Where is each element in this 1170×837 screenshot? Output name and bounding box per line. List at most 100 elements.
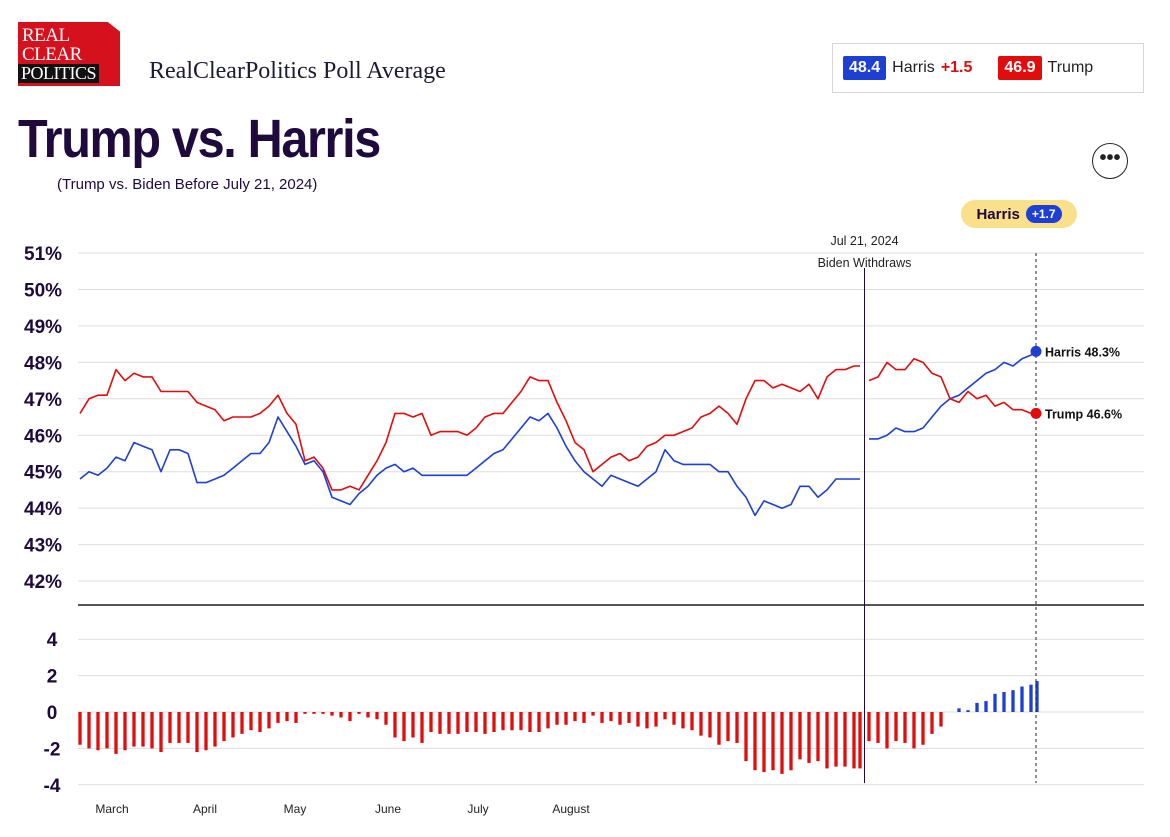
spread-bar — [411, 712, 415, 738]
spread-bar — [708, 712, 712, 738]
spread-bar — [894, 712, 898, 742]
logo-line-3: POLITICS — [18, 64, 100, 83]
spread-bar — [609, 712, 613, 722]
end-dot-trump — [1030, 407, 1042, 419]
spread-bar — [930, 712, 934, 734]
spread-bar — [771, 712, 775, 771]
spread-bar — [501, 712, 505, 731]
spread-bar — [843, 712, 847, 767]
y-tick-label: -4 — [44, 776, 61, 797]
spread-bar — [465, 712, 469, 733]
x-month-label: July — [467, 802, 488, 816]
y-tick-label: 42% — [24, 572, 62, 593]
trump-name: Trump — [1047, 59, 1094, 76]
x-month-label: August — [552, 802, 590, 816]
end-label-harris: Harris 48.3% — [1045, 345, 1120, 359]
y-tick-label: -2 — [44, 739, 61, 760]
spread-bar — [867, 712, 871, 742]
spread-bar — [852, 712, 856, 769]
spread-bar — [222, 712, 226, 742]
brand-title: RealClearPolitics Poll Average — [149, 58, 446, 84]
annotation-label: Biden Withdraws — [818, 256, 912, 270]
spread-bar — [744, 712, 748, 762]
spread-bar — [537, 712, 541, 733]
spread-bar — [393, 712, 397, 738]
spread-bar — [798, 712, 802, 760]
spread-bar — [168, 712, 172, 743]
leader-margin: +1.7 — [1025, 205, 1062, 223]
spread-bar — [735, 712, 739, 743]
spread-bar — [582, 712, 586, 723]
spread-bar — [528, 712, 532, 733]
spread-bar — [447, 712, 451, 734]
y-tick-label: 44% — [24, 499, 62, 520]
spread-bar — [1011, 690, 1015, 712]
more-options-button[interactable]: ••• — [1092, 143, 1128, 179]
spread-bar — [903, 712, 907, 743]
spread-bar — [150, 712, 154, 749]
spread-bar — [132, 712, 136, 747]
spread-bar — [618, 712, 622, 725]
spread-bar — [285, 712, 289, 722]
series-line-trump — [868, 357, 1037, 415]
poll-summary-box: 48.4 Harris +1.5 46.9 Trump — [832, 43, 1144, 93]
logo-line-2: CLEAR — [22, 44, 82, 65]
y-tick-label: 50% — [24, 280, 62, 301]
spread-bar — [726, 712, 730, 742]
spread-bar — [984, 701, 988, 712]
spread-bar — [87, 712, 91, 749]
trump-value-pill: 46.9 — [998, 56, 1042, 80]
y-tick-label: 46% — [24, 426, 62, 447]
spread-bar — [1020, 686, 1024, 712]
spread-bar — [627, 712, 631, 723]
page-title: Trump vs. Harris — [18, 109, 381, 169]
spread-bar — [966, 710, 970, 712]
spread-bar — [339, 712, 343, 718]
spread-bar — [717, 712, 721, 745]
x-month-label: April — [193, 802, 217, 816]
spread-bar — [510, 712, 514, 731]
spread-bar — [213, 712, 217, 747]
spread-bar — [105, 712, 109, 749]
spread-bar — [159, 712, 163, 753]
spread-bar — [672, 712, 676, 725]
spread-bar — [939, 712, 943, 727]
logo-line-1: REAL — [22, 25, 70, 46]
spread-bar — [348, 712, 352, 722]
spread-bar — [420, 712, 424, 743]
spread-bar — [564, 712, 568, 725]
spread-bar — [303, 712, 307, 714]
spread-bar — [384, 712, 388, 725]
y-tick-label: 51% — [24, 244, 62, 265]
spread-bar — [591, 712, 595, 716]
spread-bar — [858, 712, 862, 769]
spread-bar — [456, 712, 460, 734]
spread-bar — [546, 712, 550, 729]
spread-bar — [492, 712, 496, 733]
series-line-harris — [869, 350, 1038, 440]
spread-bar — [885, 712, 889, 749]
spread-bar — [636, 712, 640, 727]
y-tick-label: 45% — [24, 463, 62, 484]
spread-bar — [231, 712, 235, 738]
spread-bar — [474, 712, 478, 733]
spread-bar — [186, 712, 190, 743]
spread-bar — [438, 712, 442, 734]
spread-bar — [366, 712, 370, 718]
spread-bar — [834, 712, 838, 767]
y-tick-label: 49% — [24, 317, 62, 338]
spread-bar — [195, 712, 199, 753]
spread-bar — [1035, 681, 1039, 712]
spread-bar — [816, 712, 820, 762]
spread-bar — [876, 712, 880, 743]
spread-bar — [600, 712, 604, 723]
spread-bar — [663, 712, 667, 720]
harris-lead: +1.5 — [940, 59, 973, 76]
spread-bar — [402, 712, 406, 742]
spread-bar — [825, 712, 829, 769]
rcp-logo: REAL CLEAR POLITICS — [18, 22, 120, 86]
end-label-trump: Trump 46.6% — [1045, 407, 1122, 421]
spread-bar — [807, 712, 811, 763]
series-line-harris — [79, 412, 860, 517]
spread-bar — [912, 712, 916, 749]
